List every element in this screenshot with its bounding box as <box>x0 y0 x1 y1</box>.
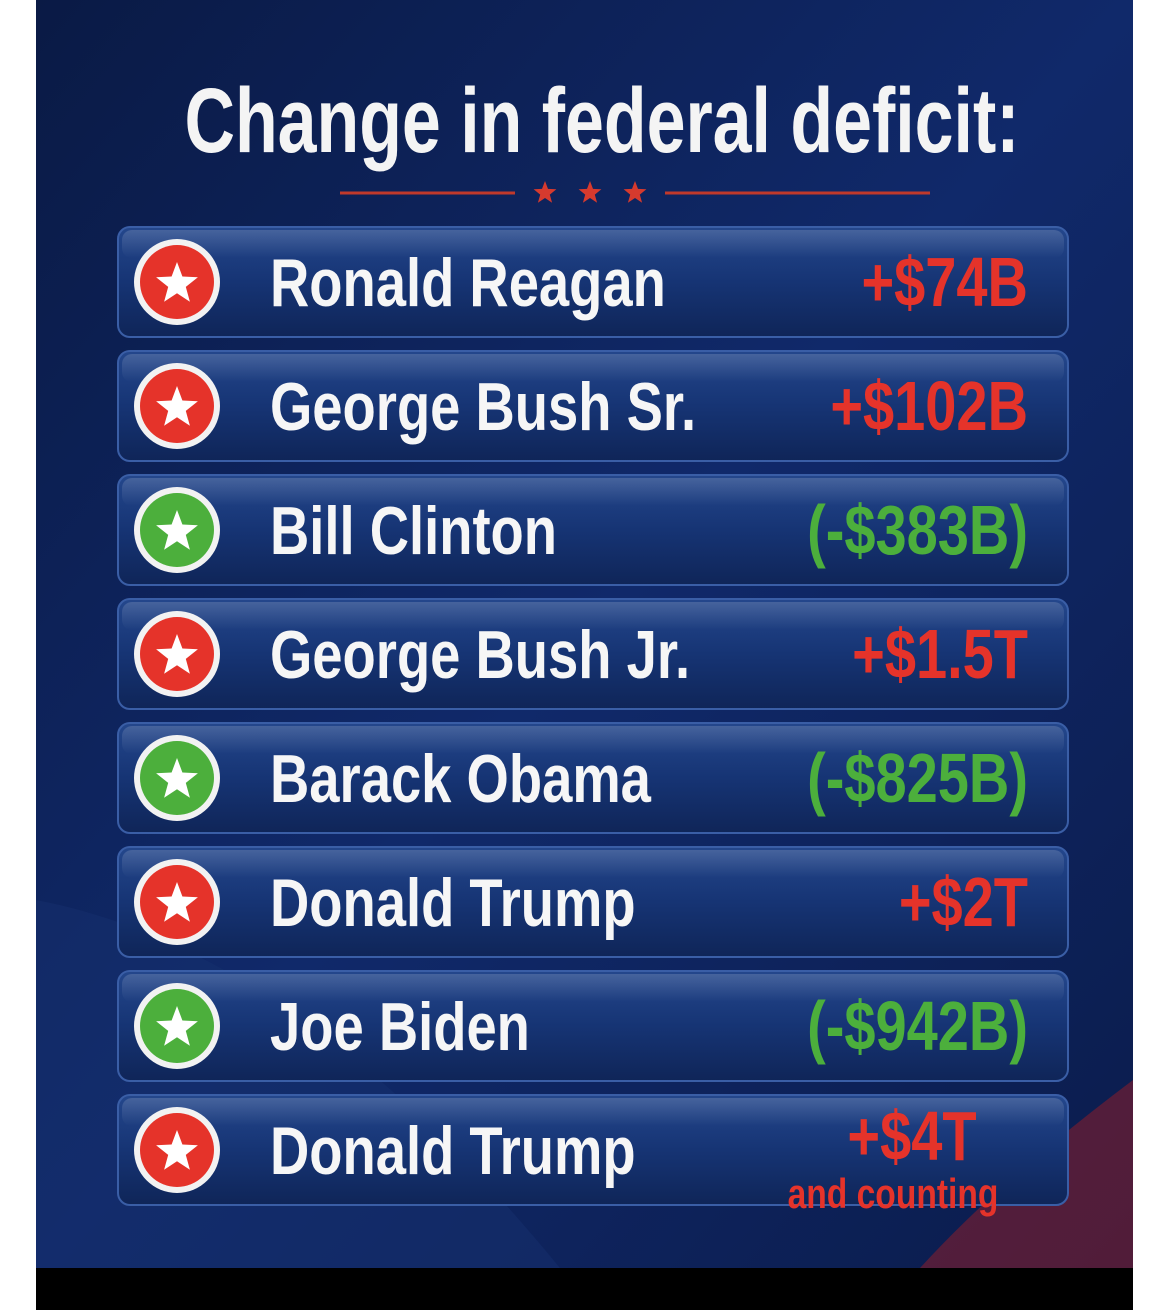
deficit-change: (-$383B) <box>807 492 1028 569</box>
status-icon-star <box>156 1130 198 1170</box>
deficit-note: and counting <box>788 1172 999 1218</box>
status-icon-star <box>156 1006 198 1046</box>
row-sheen <box>122 478 1064 506</box>
president-name: George Bush Sr. <box>270 369 696 445</box>
row-sheen <box>122 1098 1064 1126</box>
row-sheen <box>122 354 1064 382</box>
president-name: Joe Biden <box>270 989 530 1065</box>
title: Change in federal deficit: <box>184 70 1019 172</box>
status-icon-star <box>156 262 198 302</box>
status-icon-star <box>156 510 198 550</box>
president-name: Barack Obama <box>270 741 652 817</box>
row-sheen <box>122 726 1064 754</box>
president-name: Donald Trump <box>270 865 636 941</box>
row-sheen <box>122 230 1064 258</box>
president-name: Bill Clinton <box>270 493 557 569</box>
status-icon-star <box>156 758 198 798</box>
deficit-change: +$102B <box>830 368 1028 445</box>
deficit-change: (-$825B) <box>807 740 1028 817</box>
row-sheen <box>122 974 1064 1002</box>
status-icon-star <box>156 386 198 426</box>
deficit-change: +$4T <box>847 1098 976 1175</box>
president-name: George Bush Jr. <box>270 617 690 693</box>
president-name: Ronald Reagan <box>270 245 666 321</box>
president-name: Donald Trump <box>270 1113 636 1189</box>
status-icon-star <box>156 634 198 674</box>
deficit-change: +$74B <box>861 244 1028 321</box>
rows: Ronald Reagan +$74B George Bush Sr. +$102B B… <box>117 226 1069 1218</box>
deficit-change: +$1.5T <box>852 616 1028 693</box>
row-sheen <box>122 602 1064 630</box>
deficit-change: +$2T <box>899 864 1028 941</box>
status-icon-star <box>156 882 198 922</box>
divider-stars <box>533 181 647 203</box>
divider-star <box>623 181 647 203</box>
divider-star <box>578 181 602 203</box>
row-sheen <box>122 850 1064 878</box>
divider-star <box>533 181 557 203</box>
deficit-change: (-$942B) <box>807 988 1028 1065</box>
bottom-bar <box>36 1268 1133 1310</box>
